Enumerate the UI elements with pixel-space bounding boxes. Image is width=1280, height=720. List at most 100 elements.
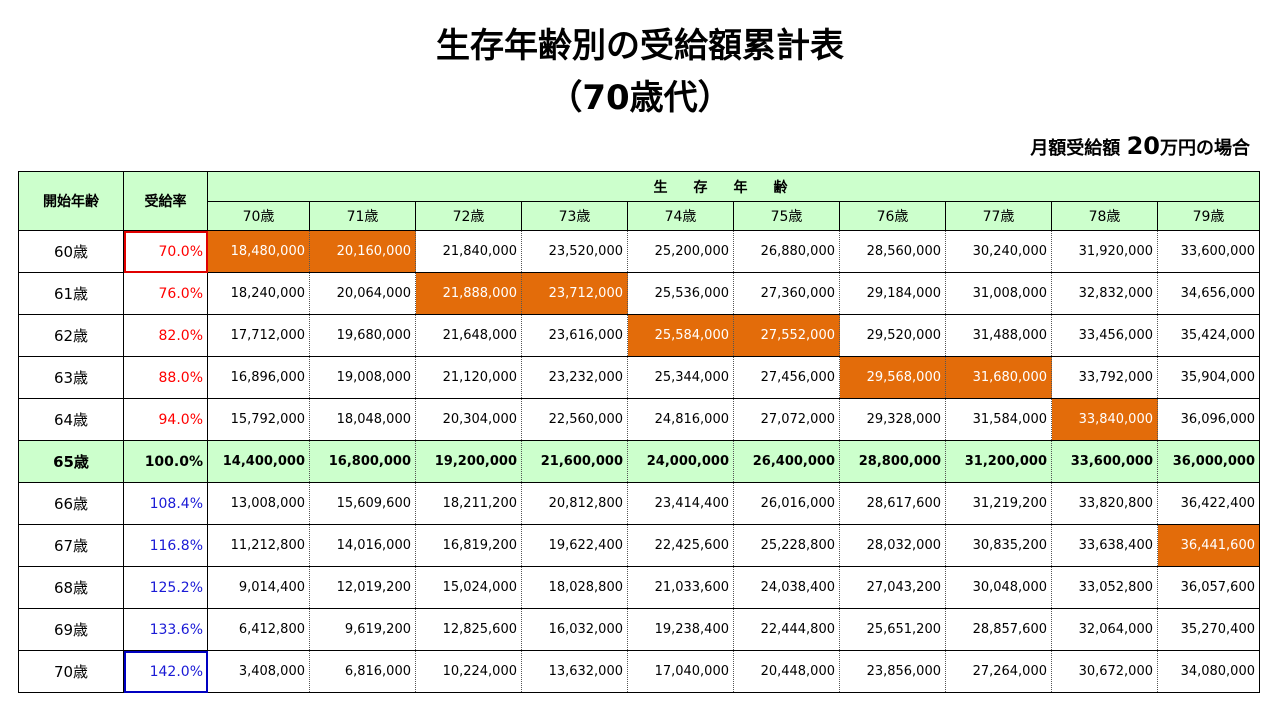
cumulative-amount-cell: 31,680,000 [945, 356, 1052, 399]
table-row: 69歳 133.6% 6,412,800 9,619,200 12,825,600 16,… [18, 608, 1260, 651]
cumulative-amount-cell: 9,014,400 [207, 566, 310, 609]
start-age-cell: 67歳 [18, 524, 124, 567]
cumulative-amount-cell: 33,600,000 [1051, 440, 1158, 483]
table-row: 63歳 88.0% 16,896,000 19,008,000 21,120,000 23… [18, 356, 1260, 399]
benefit-rate-cell: 76.0% [123, 272, 208, 315]
start-age-cell: 63歳 [18, 356, 124, 399]
cumulative-amount-cell: 28,857,600 [945, 608, 1052, 651]
cumulative-amount-cell: 21,033,600 [627, 566, 734, 609]
cumulative-amount-cell: 6,816,000 [309, 650, 416, 693]
cumulative-amount-cell: 27,072,000 [733, 398, 840, 441]
note-prefix: 月額受給額 [1030, 138, 1121, 159]
column-header: 78歳 [1051, 201, 1158, 231]
cumulative-amount-cell: 29,520,000 [839, 314, 946, 357]
cumulative-amount-cell: 19,200,000 [415, 440, 522, 483]
cumulative-amount-cell: 21,600,000 [521, 440, 628, 483]
cumulative-amount-cell: 27,264,000 [945, 650, 1052, 693]
cumulative-amount-cell: 26,400,000 [733, 440, 840, 483]
cumulative-amount-cell: 33,638,400 [1051, 524, 1158, 567]
cumulative-amount-cell: 20,448,000 [733, 650, 840, 693]
cumulative-amount-cell: 20,064,000 [309, 272, 416, 315]
cumulative-amount-cell: 27,552,000 [733, 314, 840, 357]
cumulative-amount-cell: 16,819,200 [415, 524, 522, 567]
cumulative-amount-cell: 33,820,800 [1051, 482, 1158, 525]
cumulative-amount-cell: 30,672,000 [1051, 650, 1158, 693]
cumulative-amount-cell: 28,032,000 [839, 524, 946, 567]
cumulative-amount-cell: 15,609,600 [309, 482, 416, 525]
benefit-rate-cell: 142.0% [123, 650, 208, 693]
table-row: 66歳 108.4% 13,008,000 15,609,600 18,211,200 2… [18, 482, 1260, 525]
cumulative-amount-cell: 31,488,000 [945, 314, 1052, 357]
cumulative-amount-cell: 18,048,000 [309, 398, 416, 441]
cumulative-amount-cell: 33,600,000 [1157, 230, 1260, 273]
table-row: 60歳 70.0% 18,480,000 20,160,000 21,840,000 23… [18, 230, 1260, 273]
header-rate: 受給率 [123, 171, 208, 231]
cumulative-amount-cell: 23,520,000 [521, 230, 628, 273]
start-age-cell: 69歳 [18, 608, 124, 651]
cumulative-amount-cell: 26,016,000 [733, 482, 840, 525]
cumulative-amount-cell: 36,096,000 [1157, 398, 1260, 441]
cumulative-amount-cell: 15,024,000 [415, 566, 522, 609]
cumulative-amount-cell: 12,825,600 [415, 608, 522, 651]
start-age-cell: 60歳 [18, 230, 124, 273]
cumulative-amount-cell: 16,800,000 [309, 440, 416, 483]
benefit-rate-cell: 125.2% [123, 566, 208, 609]
cumulative-amount-cell: 31,920,000 [1051, 230, 1158, 273]
cumulative-amount-cell: 36,441,600 [1157, 524, 1260, 567]
benefit-rate-cell: 82.0% [123, 314, 208, 357]
cumulative-amount-cell: 34,656,000 [1157, 272, 1260, 315]
cumulative-amount-cell: 25,584,000 [627, 314, 734, 357]
cumulative-amount-cell: 27,360,000 [733, 272, 840, 315]
cumulative-amount-cell: 30,240,000 [945, 230, 1052, 273]
cumulative-amount-cell: 13,632,000 [521, 650, 628, 693]
cumulative-amount-cell: 33,052,800 [1051, 566, 1158, 609]
start-age-cell: 66歳 [18, 482, 124, 525]
cumulative-amount-cell: 18,480,000 [207, 230, 310, 273]
start-age-cell: 61歳 [18, 272, 124, 315]
cumulative-amount-cell: 6,412,800 [207, 608, 310, 651]
cumulative-amount-cell: 23,414,400 [627, 482, 734, 525]
table-row: 62歳 82.0% 17,712,000 19,680,000 21,648,000 23… [18, 314, 1260, 357]
cumulative-amount-cell: 19,238,400 [627, 608, 734, 651]
cumulative-amount-cell: 30,048,000 [945, 566, 1052, 609]
cumulative-amount-cell: 36,000,000 [1157, 440, 1260, 483]
cumulative-amount-cell: 32,832,000 [1051, 272, 1158, 315]
column-header: 79歳 [1157, 201, 1260, 231]
cumulative-amount-cell: 21,888,000 [415, 272, 522, 315]
cumulative-amount-cell: 16,032,000 [521, 608, 628, 651]
column-header: 75歳 [733, 201, 840, 231]
cumulative-amount-cell: 25,228,800 [733, 524, 840, 567]
cumulative-amount-cell: 33,792,000 [1051, 356, 1158, 399]
cumulative-amount-cell: 22,425,600 [627, 524, 734, 567]
cumulative-amount-cell: 36,422,400 [1157, 482, 1260, 525]
benefit-rate-cell: 88.0% [123, 356, 208, 399]
cumulative-amount-cell: 20,304,000 [415, 398, 522, 441]
column-header: 70歳 [207, 201, 310, 231]
column-header: 73歳 [521, 201, 628, 231]
benefit-rate-cell: 70.0% [123, 230, 208, 273]
cumulative-amount-cell: 25,344,000 [627, 356, 734, 399]
cumulative-amount-cell: 19,622,400 [521, 524, 628, 567]
cumulative-amount-cell: 21,648,000 [415, 314, 522, 357]
column-header: 76歳 [839, 201, 946, 231]
cumulative-amount-cell: 28,560,000 [839, 230, 946, 273]
cumulative-amount-cell: 24,816,000 [627, 398, 734, 441]
cumulative-amount-cell: 29,184,000 [839, 272, 946, 315]
start-age-cell: 68歳 [18, 566, 124, 609]
cumulative-amount-cell: 18,211,200 [415, 482, 522, 525]
cumulative-amount-cell: 31,219,200 [945, 482, 1052, 525]
cumulative-amount-cell: 11,212,800 [207, 524, 310, 567]
table-row: 64歳 94.0% 15,792,000 18,048,000 20,304,000 22… [18, 398, 1260, 441]
benefit-rate-cell: 108.4% [123, 482, 208, 525]
cumulative-amount-cell: 19,680,000 [309, 314, 416, 357]
cumulative-amount-cell: 35,424,000 [1157, 314, 1260, 357]
cumulative-amount-cell: 13,008,000 [207, 482, 310, 525]
header-survival-age: 生存年齢 [207, 171, 1260, 202]
cumulative-amount-cell: 33,456,000 [1051, 314, 1158, 357]
page-title: 生存年齢別の受給額累計表 [436, 26, 844, 66]
start-age-cell: 65歳 [18, 440, 124, 483]
cumulative-amount-cell: 18,240,000 [207, 272, 310, 315]
column-header: 71歳 [309, 201, 416, 231]
cumulative-amount-cell: 24,000,000 [627, 440, 734, 483]
start-age-cell: 70歳 [18, 650, 124, 693]
